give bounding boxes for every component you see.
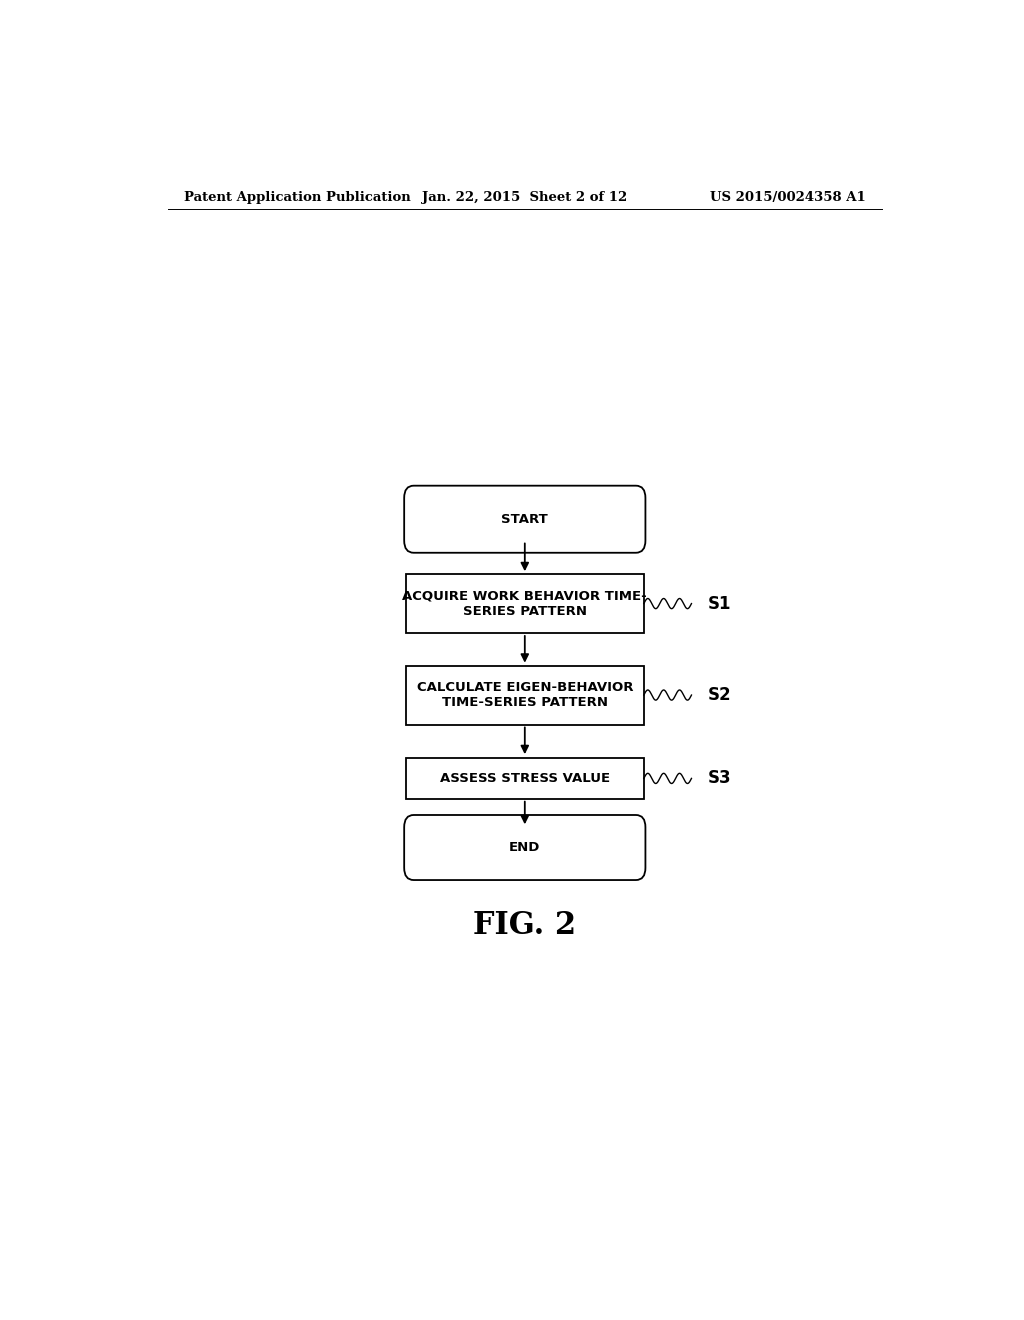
FancyBboxPatch shape <box>404 814 645 880</box>
Text: CALCULATE EIGEN-BEHAVIOR
TIME-SERIES PATTERN: CALCULATE EIGEN-BEHAVIOR TIME-SERIES PAT… <box>417 681 633 709</box>
FancyBboxPatch shape <box>404 486 645 553</box>
Text: S1: S1 <box>708 594 731 612</box>
Text: ASSESS STRESS VALUE: ASSESS STRESS VALUE <box>439 772 610 785</box>
FancyBboxPatch shape <box>406 574 644 634</box>
Text: START: START <box>502 512 548 525</box>
Text: S2: S2 <box>708 686 731 704</box>
Text: US 2015/0024358 A1: US 2015/0024358 A1 <box>711 190 866 203</box>
Text: S3: S3 <box>708 770 731 788</box>
Text: Patent Application Publication: Patent Application Publication <box>183 190 411 203</box>
FancyBboxPatch shape <box>406 758 644 799</box>
Text: FIG. 2: FIG. 2 <box>473 911 577 941</box>
Text: Jan. 22, 2015  Sheet 2 of 12: Jan. 22, 2015 Sheet 2 of 12 <box>422 190 628 203</box>
Text: END: END <box>509 841 541 854</box>
FancyBboxPatch shape <box>406 665 644 725</box>
Text: ACQUIRE WORK BEHAVIOR TIME-
SERIES PATTERN: ACQUIRE WORK BEHAVIOR TIME- SERIES PATTE… <box>402 590 647 618</box>
